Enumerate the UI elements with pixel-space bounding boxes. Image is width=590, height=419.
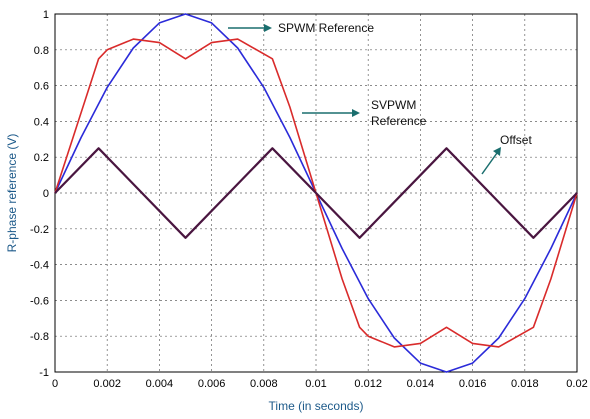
- annotation-spwm-text: SPWM Reference: [278, 21, 374, 35]
- x-tick-label: 0.016: [459, 378, 487, 390]
- series-group: [54, 13, 578, 373]
- annotation-spwm-arrowhead: [264, 24, 272, 32]
- x-tick-label: 0.014: [407, 378, 435, 390]
- x-tick-label: 0.01: [305, 378, 326, 390]
- y-tick-label: 1: [43, 9, 49, 21]
- x-tick-label: 0.012: [354, 378, 382, 390]
- annotation-offset-arrowhead: [493, 147, 501, 156]
- annotation-svpwm-text-1: SVPWM: [371, 98, 416, 112]
- offset-series-line: [54, 147, 578, 239]
- y-tick-label: 0.4: [34, 116, 49, 128]
- y-tick-label: -0.8: [30, 331, 49, 343]
- y-tick-label: 0.6: [34, 81, 49, 93]
- x-tick-label: 0.006: [198, 378, 226, 390]
- svpwm-series-line: [54, 38, 578, 348]
- x-tick-label: 0.002: [93, 378, 121, 390]
- y-tick-label: 0.8: [34, 45, 49, 57]
- y-tick-label: -1: [39, 367, 49, 379]
- annotation-svpwm: SVPWM Reference: [302, 98, 427, 128]
- y-tick-label: -0.4: [30, 260, 49, 272]
- y-tick-label: -0.6: [30, 295, 49, 307]
- x-tick-label: 0: [52, 378, 58, 390]
- y-ticks: 1 0.8 0.6 0.4 0.2 0 -0.2 -0.4 -0.6 -0.8 -1: [30, 9, 49, 379]
- x-ticks: 0 0.002 0.004 0.006 0.008 0.01 0.012 0.014 0.016…: [52, 378, 588, 390]
- x-tick-label: 0.004: [146, 378, 174, 390]
- annotation-spwm: SPWM Reference: [228, 21, 374, 35]
- x-tick-label: 0.018: [511, 378, 539, 390]
- x-axis-label: Time (in seconds): [269, 399, 364, 413]
- x-tick-label: 0.008: [250, 378, 278, 390]
- annotation-offset: Offset: [481, 133, 532, 175]
- x-tick-label: 0.02: [566, 378, 587, 390]
- y-tick-label: 0.2: [34, 152, 49, 164]
- y-axis-label: R-phase reference (V): [5, 134, 19, 253]
- annotation-offset-arrow: [481, 152, 498, 175]
- annotation-svpwm-arrowhead: [352, 109, 360, 117]
- y-tick-label: 0: [43, 188, 49, 200]
- y-tick-label: -0.2: [30, 224, 49, 236]
- annotation-svpwm-text-2: Reference: [371, 114, 427, 128]
- annotation-offset-text: Offset: [500, 133, 532, 147]
